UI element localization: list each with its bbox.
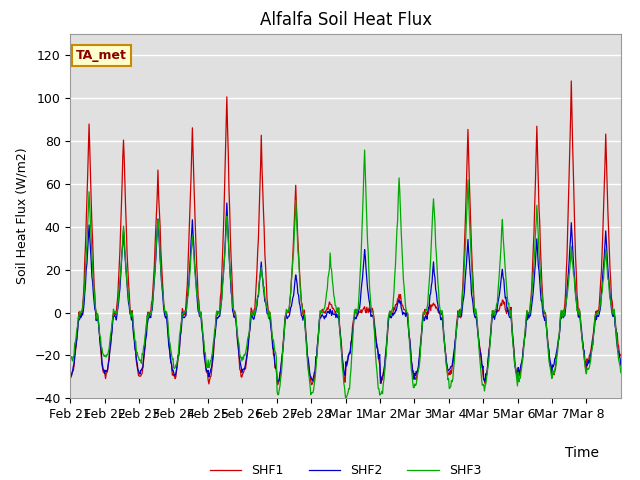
SHF3	[67, 358, 74, 364]
Title: Alfalfa Soil Heat Flux: Alfalfa Soil Heat Flux	[260, 11, 431, 29]
Line: SHF1: SHF1	[70, 81, 621, 384]
Y-axis label: Soil Heat Flux (W/m2): Soil Heat Flux (W/m2)	[16, 148, 29, 284]
SHF3	[260, 286, 268, 292]
SHF1	[274, 382, 282, 387]
SHF3	[404, 311, 412, 316]
SHF2	[260, 291, 268, 297]
SHF2	[435, 308, 442, 313]
SHF2	[131, 346, 139, 352]
SHF1	[260, 208, 268, 214]
SHF2	[378, 380, 385, 386]
SHF2	[617, 362, 625, 368]
SHF2	[233, 329, 241, 335]
SHF3	[131, 339, 139, 345]
Text: TA_met: TA_met	[76, 49, 127, 62]
SHF2	[404, 316, 412, 322]
Line: SHF3: SHF3	[70, 150, 621, 401]
SHF3	[232, 316, 240, 322]
SHF1	[281, 315, 289, 321]
SHF1	[131, 344, 139, 349]
SHF1	[232, 319, 240, 325]
SHF1	[617, 351, 625, 357]
SHF1	[434, 308, 442, 313]
SHF1	[403, 311, 411, 317]
SHF3	[280, 330, 288, 336]
SHF2	[281, 320, 289, 325]
SHF3	[435, 287, 442, 292]
SHF1	[568, 78, 575, 84]
SHF2	[67, 370, 74, 376]
SHF3	[361, 147, 369, 153]
Legend: SHF1, SHF2, SHF3: SHF1, SHF2, SHF3	[205, 459, 486, 480]
SHF3	[342, 398, 350, 404]
SHF3	[617, 370, 625, 376]
X-axis label: Time: Time	[565, 446, 599, 460]
SHF1	[67, 372, 74, 378]
Line: SHF2: SHF2	[70, 203, 621, 383]
SHF2	[223, 200, 230, 206]
